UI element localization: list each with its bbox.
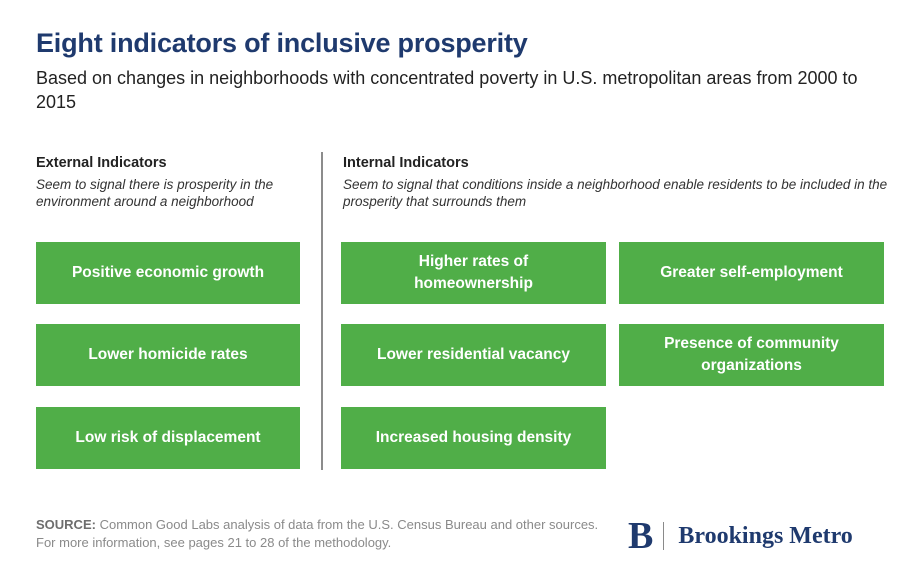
page-subtitle: Based on changes in neighborhoods with c… bbox=[36, 68, 858, 112]
indicator-greater-self-employment: Greater self-employment bbox=[619, 242, 884, 304]
logo-name: Brookings Metro bbox=[678, 522, 853, 549]
external-description: Seem to signal there is prosperity in th… bbox=[36, 177, 274, 209]
indicator-increased-housing-density: Increased housing density bbox=[341, 407, 606, 469]
indicator-low-risk-of-displacement: Low risk of displacement bbox=[36, 407, 300, 469]
indicator-higher-homeownership: Higher rates of homeownership bbox=[341, 242, 606, 304]
logo-mark: B bbox=[628, 515, 654, 557]
logo-divider bbox=[663, 522, 665, 550]
source-note: SOURCE: Common Good Labs analysis of dat… bbox=[36, 516, 616, 552]
source-text: Common Good Labs analysis of data from t… bbox=[36, 517, 599, 550]
indicator-lower-residential-vacancy: Lower residential vacancy bbox=[341, 324, 606, 386]
column-divider bbox=[321, 152, 323, 470]
indicator-lower-homicide-rates: Lower homicide rates bbox=[36, 324, 300, 386]
internal-heading: Internal Indicators bbox=[343, 155, 469, 171]
page-title: Eight indicators of inclusive prosperity bbox=[36, 28, 528, 58]
external-heading: External Indicators bbox=[36, 155, 167, 171]
indicator-community-organizations: Presence of community organizations bbox=[619, 324, 884, 386]
brookings-metro-logo: B Brookings Metro bbox=[628, 516, 853, 556]
internal-description: Seem to signal that conditions inside a … bbox=[343, 177, 888, 209]
indicator-positive-economic-growth: Positive economic growth bbox=[36, 242, 300, 304]
source-label: SOURCE: bbox=[36, 517, 96, 532]
